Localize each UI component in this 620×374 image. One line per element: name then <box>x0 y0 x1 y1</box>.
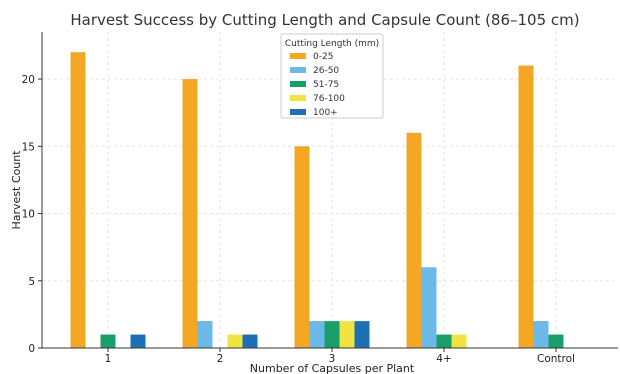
legend-label: 100+ <box>313 108 338 118</box>
x-tick-label: 3 <box>329 353 336 365</box>
bar <box>533 321 549 348</box>
y-tick-label: 0 <box>28 343 35 355</box>
y-tick-label: 10 <box>22 209 35 221</box>
bar <box>354 321 370 348</box>
x-tick-label: 4+ <box>436 353 451 365</box>
bar <box>451 334 467 348</box>
legend-frame <box>280 33 384 119</box>
chart-title: Harvest Success by Cutting Length and Ca… <box>70 11 579 29</box>
bar <box>548 334 564 348</box>
legend-label: 26-50 <box>313 66 339 76</box>
legend-label: 0-25 <box>313 52 333 62</box>
bar <box>421 267 437 348</box>
y-tick-label: 20 <box>22 74 35 86</box>
bar <box>406 132 422 348</box>
x-tick-label: Control <box>537 353 575 365</box>
legend-swatch <box>290 109 306 115</box>
bar <box>100 334 116 348</box>
legend-swatch <box>290 95 306 101</box>
legend-swatch <box>290 67 306 73</box>
bar <box>294 146 310 348</box>
bar <box>339 321 355 348</box>
y-tick-label: 5 <box>28 276 35 288</box>
legend-swatch <box>290 81 306 87</box>
x-tick-label: 1 <box>105 353 112 365</box>
y-axis-label: Harvest Count <box>10 150 23 230</box>
x-axis-label: Number of Capsules per Plant <box>250 362 415 374</box>
legend-label: 51-75 <box>313 80 339 90</box>
legend-title: Cutting Length (mm) <box>285 39 379 49</box>
bar <box>324 321 340 348</box>
legend-swatch <box>290 53 306 59</box>
bar <box>70 52 86 348</box>
bar <box>182 79 198 348</box>
bar <box>242 334 258 348</box>
legend-label: 76-100 <box>313 94 345 104</box>
ticks: 0 5 10 15 20 1 2 3 4+ Control <box>22 74 575 365</box>
y-tick-label: 15 <box>22 141 35 153</box>
bar <box>130 334 146 348</box>
axes <box>38 32 618 352</box>
bar <box>518 65 534 349</box>
bar <box>227 334 243 348</box>
legend: Cutting Length (mm) 0-25 26-50 51-75 76-100… <box>280 33 384 119</box>
bars <box>70 52 564 349</box>
bar <box>436 334 452 348</box>
bar <box>309 321 325 348</box>
x-tick-label: 2 <box>217 353 224 365</box>
bar <box>197 321 213 348</box>
